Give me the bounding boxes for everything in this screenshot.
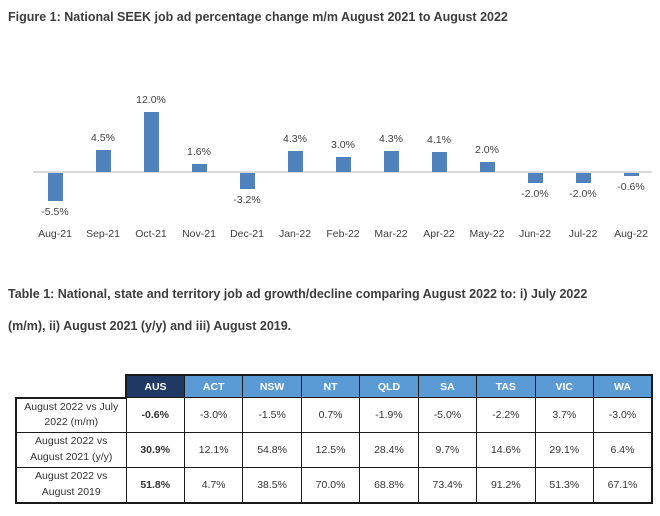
- comparison-table: AUS ACT NSW NT QLD SA TAS VIC WA August 2022 vs …: [15, 374, 653, 504]
- bar-Jul-22: [575, 173, 591, 183]
- table-header-row: AUS ACT NSW NT QLD SA TAS VIC WA: [16, 374, 653, 398]
- bar-value-label-Aug-21: -5.5%: [41, 205, 69, 218]
- value-cell-WA: 6.4%: [593, 432, 653, 468]
- value-cell-NSW: 54.8%: [242, 432, 302, 468]
- value-cell-ACT: -3.0%: [183, 397, 244, 433]
- header-blank-cell: [16, 375, 126, 398]
- bar-value-label-Sep-21: 4.5%: [91, 131, 115, 144]
- chart-zero-axis-line: [33, 171, 652, 173]
- x-axis-label-Dec-21: Dec-21: [230, 228, 264, 240]
- x-axis-label-Aug-21: Aug-21: [38, 228, 72, 240]
- bar-chart: -5.5% Aug-21 4.5% Sep-21 12.0% Oct-21 1.6% Nov-…: [0, 60, 660, 310]
- value-cell-TAS: -2.2%: [476, 397, 536, 433]
- value-cell-WA: 67.1%: [593, 467, 653, 504]
- value-cell-TAS: 91.2%: [476, 467, 536, 504]
- bar-Sep-21: [95, 149, 111, 172]
- bar-Aug-22: [623, 173, 639, 176]
- bar-value-label-May-22: 2.0%: [475, 144, 499, 156]
- bar-Mar-22: [383, 150, 399, 172]
- x-axis-label-Mar-22: Mar-22: [374, 228, 408, 240]
- bar-Dec-21: [239, 173, 255, 189]
- value-cell-ACT: 4.7%: [183, 467, 244, 504]
- x-axis-label-Sep-21: Sep-21: [86, 228, 120, 240]
- column-header-NT: NT: [300, 374, 361, 398]
- x-axis-label-Jan-22: Jan-22: [278, 228, 312, 240]
- value-cell-NT: 70.0%: [300, 467, 361, 504]
- figure-title: Figure 1: National SEEK job ad percentag…: [8, 10, 508, 24]
- column-header-AUS: AUS: [124, 374, 185, 398]
- bar-Oct-21: [143, 112, 159, 172]
- x-axis-label-May-22: May-22: [469, 228, 505, 240]
- value-cell-AUS: 30.9%: [125, 432, 185, 468]
- column-header-ACT: ACT: [183, 374, 244, 398]
- table-row: August 2022 vs August 2021 (y/y) 30.9% 12.…: [15, 432, 653, 468]
- x-axis-label-Jun-22: Jun-22: [518, 228, 552, 240]
- bar-value-label-Aug-22: -0.6%: [617, 181, 645, 193]
- bar-Jan-22: [287, 150, 303, 172]
- bar-Feb-22: [335, 157, 351, 172]
- bar-value-label-Jun-22: -2.0%: [521, 188, 549, 200]
- value-cell-ACT: 12.1%: [183, 432, 244, 468]
- bar-Apr-22: [431, 151, 447, 172]
- value-cell-VIC: 29.1%: [534, 432, 595, 468]
- column-header-SA: SA: [417, 374, 478, 398]
- x-axis-label-Feb-22: Feb-22: [326, 228, 360, 240]
- bar-value-label-Apr-22: 4.1%: [427, 133, 451, 146]
- x-axis-label-Nov-21: Nov-21: [182, 228, 216, 240]
- table-title-line-2: (m/m), ii) August 2021 (y/y) and iii) Au…: [8, 319, 292, 333]
- value-cell-QLD: 28.4%: [359, 432, 419, 468]
- column-header-NSW: NSW: [242, 374, 302, 398]
- x-axis-label-Aug-22: Aug-22: [614, 228, 648, 240]
- row-label: August 2022 vs July 2022 (m/m): [15, 396, 127, 433]
- value-cell-QLD: 68.8%: [359, 467, 419, 504]
- column-header-QLD: QLD: [359, 374, 419, 398]
- table-row: August 2022 vs August 2019 51.8% 4.7% 38.5%…: [15, 467, 653, 504]
- table-title-line-1: Table 1: National, state and territory j…: [8, 287, 588, 301]
- column-header-VIC: VIC: [534, 374, 595, 398]
- table-row: August 2022 vs July 2022 (m/m) -0.6% -3.0%…: [15, 396, 653, 433]
- value-cell-VIC: 51.3%: [534, 467, 595, 504]
- value-cell-AUS: -0.6%: [125, 397, 185, 433]
- x-axis-label-Oct-21: Oct-21: [135, 228, 167, 240]
- column-header-WA: WA: [593, 374, 653, 398]
- value-cell-NSW: 38.5%: [242, 467, 302, 504]
- value-cell-WA: -3.0%: [593, 397, 653, 433]
- bar-value-label-Jul-22: -2.0%: [569, 188, 597, 200]
- value-cell-QLD: -1.9%: [359, 397, 419, 433]
- value-cell-SA: 9.7%: [417, 432, 478, 468]
- bar-value-label-Oct-21: 12.0%: [136, 94, 166, 106]
- value-cell-NSW: -1.5%: [242, 397, 302, 433]
- bar-Aug-21: [47, 173, 63, 201]
- bar-value-label-Mar-22: 4.3%: [379, 132, 403, 145]
- bar-May-22: [479, 162, 495, 172]
- row-label: August 2022 vs August 2019: [15, 467, 127, 504]
- value-cell-NT: 0.7%: [300, 397, 361, 433]
- column-header-TAS: TAS: [476, 374, 536, 398]
- value-cell-TAS: 14.6%: [476, 432, 536, 468]
- bar-Nov-21: [191, 164, 207, 172]
- bar-value-label-Dec-21: -3.2%: [233, 194, 261, 206]
- value-cell-VIC: 3.7%: [534, 397, 595, 433]
- bar-value-label-Jan-22: 4.3%: [283, 132, 307, 145]
- x-axis-label-Apr-22: Apr-22: [423, 228, 455, 240]
- bar-value-label-Nov-21: 1.6%: [187, 146, 211, 158]
- bar-Jun-22: [527, 173, 543, 183]
- bar-value-label-Feb-22: 3.0%: [331, 139, 355, 151]
- table-title: Table 1: National, state and territory j…: [8, 278, 656, 342]
- value-cell-SA: 73.4%: [417, 467, 478, 504]
- value-cell-NT: 12.5%: [300, 432, 361, 468]
- value-cell-AUS: 51.8%: [125, 467, 185, 504]
- value-cell-SA: -5.0%: [417, 397, 478, 433]
- x-axis-label-Jul-22: Jul-22: [568, 228, 598, 240]
- row-label: August 2022 vs August 2021 (y/y): [15, 432, 127, 468]
